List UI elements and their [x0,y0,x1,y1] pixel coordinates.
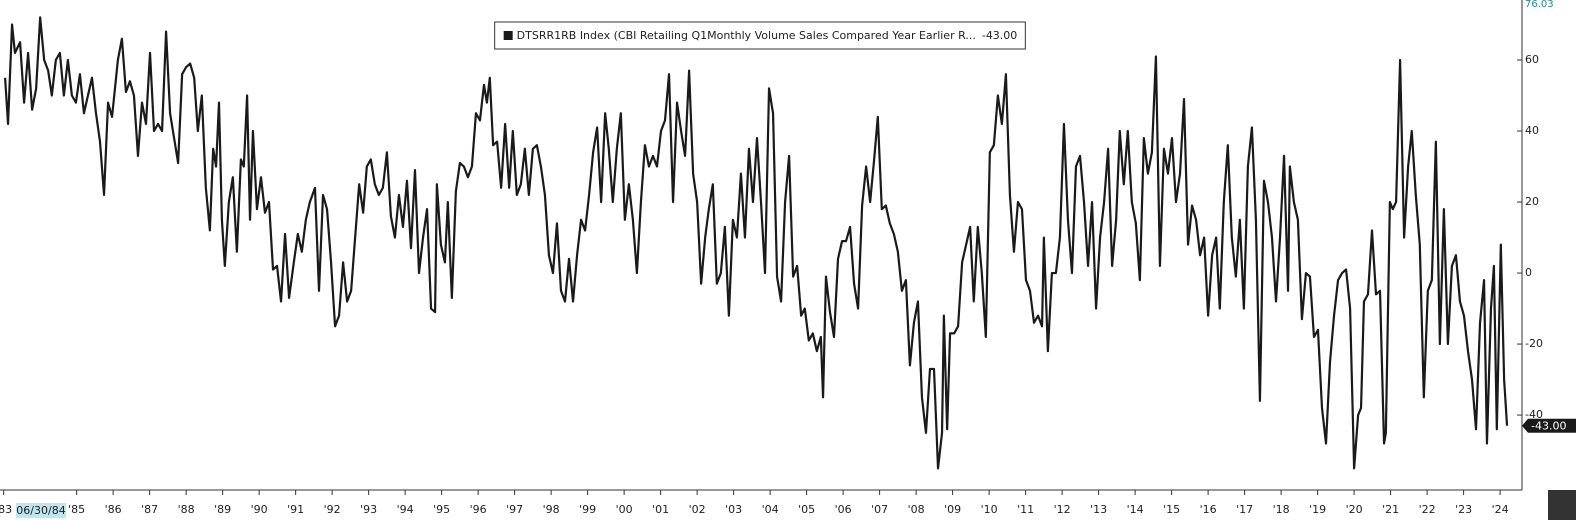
x-tick-label: '83 [0,503,12,516]
x-tick-label: '05 [798,503,815,516]
x-tick-label: '21 [1382,503,1399,516]
legend-label: DTSRR1RB Index (CBI Retailing Q1Monthly … [517,29,1018,42]
x-tick-label: '19 [1309,503,1326,516]
y-tick-label: 60 [1525,53,1539,66]
x-tick-label: '85 [68,503,85,516]
x-tick-label: '10 [981,503,998,516]
x-tick-label: '12 [1054,503,1071,516]
last-value-box [1528,418,1576,433]
x-tick-label: '08 [908,503,925,516]
x-tick-label: '98 [543,503,560,516]
x-tick-label: '00 [616,503,633,516]
line-series [4,16,1509,470]
y-tick-label: -40 [1525,408,1543,421]
last-value-label: -43.00 [1531,420,1566,433]
x-tick-label: '03 [725,503,742,516]
y-tick-label: 20 [1525,195,1539,208]
last-value-pointer [1522,418,1528,433]
x-tick-label: '02 [689,503,706,516]
x-tick-label: '86 [105,503,122,516]
legend-value: -43.00 [982,29,1017,42]
x-tick-label: '20 [1346,503,1363,516]
y-max-label: 76.03 [1525,0,1554,10]
x-tick-label: '22 [1419,503,1436,516]
x-tick-label: '97 [506,503,523,516]
x-tick-label: '07 [871,503,888,516]
cursor-date: 06/30/84 [16,504,65,517]
x-tick-label: '13 [1090,503,1107,516]
x-tick-label: '23 [1455,503,1472,516]
x-tick-label: '11 [1017,503,1034,516]
corner-icon [1548,490,1576,520]
legend-box [494,21,1026,50]
x-tick-label: '92 [324,503,341,516]
cursor-date-box [16,503,66,518]
x-tick-label: '90 [251,503,268,516]
x-tick-label: '87 [141,503,158,516]
x-tick-label: '94 [397,503,414,516]
y-tick-label: 0 [1525,266,1532,279]
x-tick-label: '17 [1236,503,1253,516]
x-tick-label: '88 [178,503,195,516]
x-tick-label: '18 [1273,503,1290,516]
x-tick-label: '93 [360,503,377,516]
x-tick-label: '06 [835,503,852,516]
x-tick-label: '14 [1127,503,1144,516]
legend-name: DTSRR1RB Index (CBI Retailing Q1Monthly … [517,29,976,42]
x-tick-label: '96 [470,503,487,516]
x-tick-label: '16 [1200,503,1217,516]
x-tick-label: '15 [1163,503,1180,516]
x-tick-label: '04 [762,503,779,516]
x-tick-label: '01 [652,503,669,516]
x-tick-label: '95 [433,503,450,516]
x-tick-label: '09 [944,503,961,516]
x-tick-label: '89 [214,503,231,516]
y-tick-label: -20 [1525,337,1543,350]
legend: DTSRR1RB Index (CBI Retailing Q1Monthly … [494,21,1026,50]
x-tick-label: '99 [579,503,596,516]
y-tick-label: 40 [1525,124,1539,137]
x-tick-label: '24 [1492,503,1509,516]
legend-swatch [503,31,513,40]
x-tick-label: '91 [287,503,304,516]
